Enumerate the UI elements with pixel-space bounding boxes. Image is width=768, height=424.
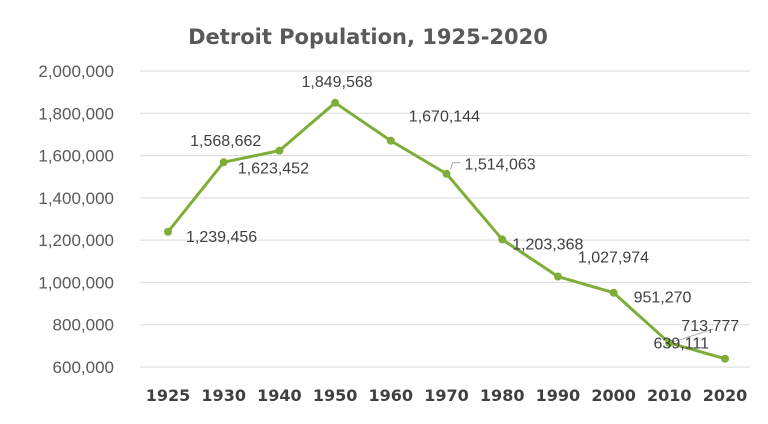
y-axis-ticks: 600,000 800,000 1,000,000 1,200,000 1,400,00… [38, 62, 114, 377]
data-point [609, 288, 618, 297]
data-point [275, 146, 284, 155]
data-point [553, 272, 562, 281]
y-tick-label: 600,000 [53, 358, 114, 377]
data-points [164, 98, 729, 363]
data-label: 713,777 [681, 318, 739, 335]
data-point [331, 98, 340, 107]
data-label: 1,623,452 [238, 161, 309, 178]
x-tick-label: 2020 [703, 386, 748, 405]
data-point [386, 136, 395, 145]
y-tick-label: 1,600,000 [38, 147, 114, 166]
data-point [164, 227, 172, 236]
data-label: 1,514,063 [465, 157, 536, 174]
y-tick-label: 1,200,000 [38, 231, 114, 250]
data-label: 1,203,368 [512, 236, 583, 253]
data-label: 1,849,568 [302, 74, 373, 91]
data-point [498, 235, 507, 244]
x-axis-ticks: 1925 1930 1940 1950 1960 1970 1980 1990 2000 2010… [146, 386, 748, 405]
x-tick-label: 2010 [647, 386, 692, 405]
x-tick-label: 2000 [591, 386, 636, 405]
leader-line [450, 162, 461, 170]
data-label: 1,239,456 [186, 229, 257, 246]
data-point [219, 158, 228, 167]
x-tick-label: 1940 [257, 386, 302, 405]
data-point [442, 169, 451, 178]
data-point [721, 354, 729, 363]
data-label: 951,270 [634, 290, 692, 307]
data-label: 1,568,662 [190, 133, 261, 150]
y-tick-label: 1,400,000 [38, 189, 114, 208]
x-tick-label: 1930 [201, 386, 246, 405]
x-tick-label: 1925 [146, 386, 191, 405]
gridlines [140, 70, 750, 368]
data-label: 639,111 [654, 336, 710, 353]
x-tick-label: 1960 [369, 386, 414, 405]
x-tick-label: 1980 [480, 386, 525, 405]
y-tick-label: 1,000,000 [38, 273, 114, 292]
data-label: 1,670,144 [409, 109, 480, 126]
data-label: 1,027,974 [578, 250, 649, 267]
data-point [665, 338, 674, 347]
y-tick-label: 1,800,000 [38, 104, 114, 123]
x-tick-label: 1990 [536, 386, 581, 405]
y-tick-label: 800,000 [53, 316, 114, 335]
y-tick-label: 2,000,000 [38, 62, 114, 81]
x-tick-label: 1970 [424, 386, 469, 405]
chart-title: Detroit Population, 1925-2020 [188, 25, 548, 49]
x-tick-label: 1950 [313, 386, 358, 405]
leader-line [673, 328, 714, 343]
data-labels: 1,239,456 1,568,662 1,623,452 1,849,568 1,67… [186, 74, 739, 353]
